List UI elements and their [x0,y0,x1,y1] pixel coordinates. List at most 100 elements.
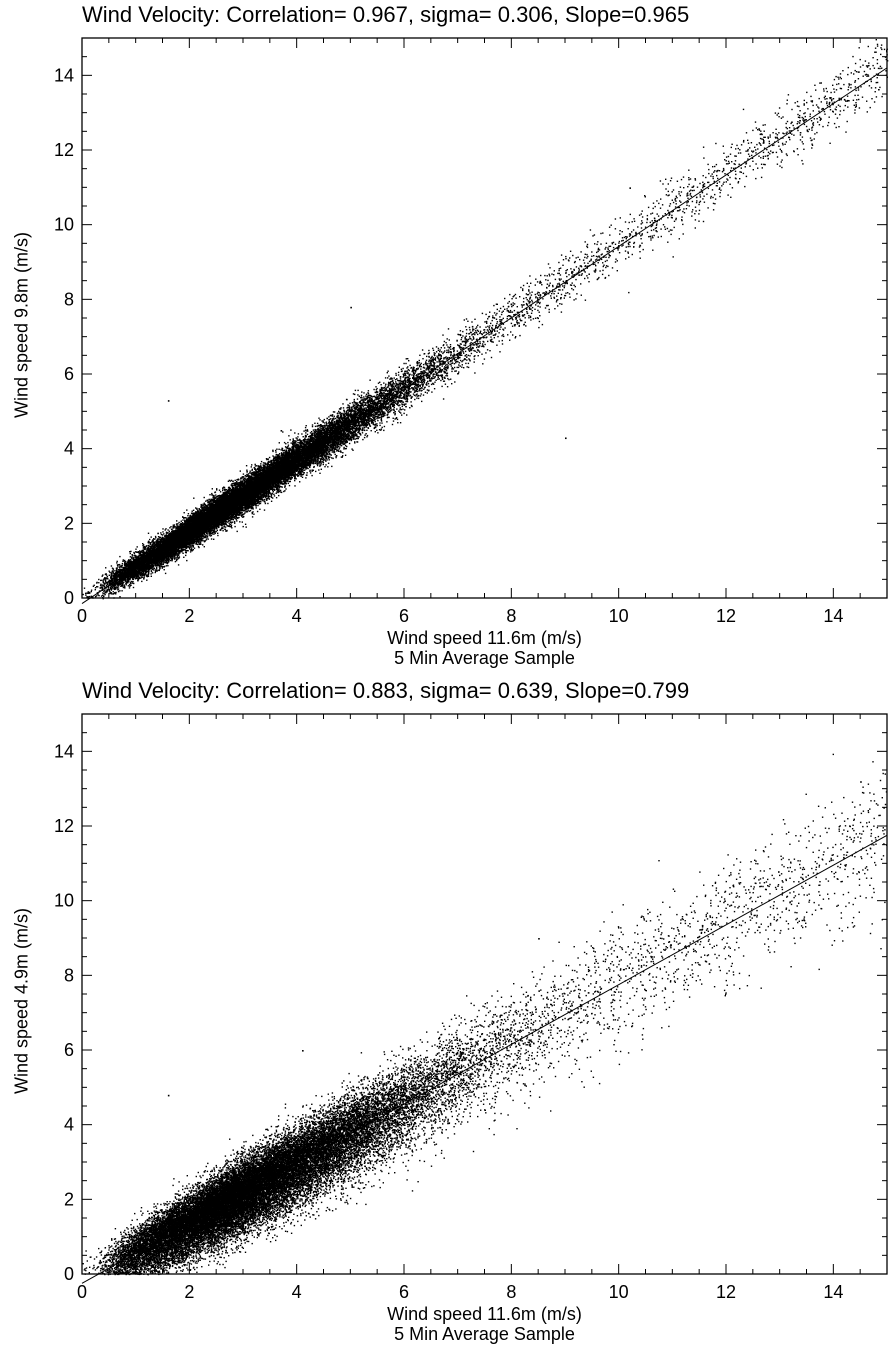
scatter-point [246,469,248,471]
scatter-point [333,449,335,451]
scatter-point [467,338,470,341]
scatter-point [415,370,417,373]
scatter-point [575,257,577,259]
scatter-point [404,392,406,394]
scatter-point [407,368,410,371]
scatter-point [111,567,114,569]
scatter-point [854,86,857,88]
scatter-point [342,443,344,446]
scatter-point [796,105,799,107]
scatter-point [658,202,660,205]
scatter-point [318,417,320,419]
scatter-point [441,369,444,371]
scatter-point [423,388,425,390]
scatter-point [406,395,408,398]
scatter-point [152,541,154,543]
scatter-point [88,592,90,594]
scatter-point [291,448,293,450]
scatter-point [406,376,409,378]
scatter-point [171,560,173,562]
scatter-point [691,215,693,217]
scatter-point [869,106,871,109]
scatter-point [656,230,658,233]
scatter-point [148,571,150,574]
scatter-point [94,596,97,598]
scatter-point [385,393,387,395]
scatter-point [395,374,397,376]
scatter-point [572,274,574,276]
scatter-point [165,565,168,567]
scatter-point [364,399,367,401]
scatter-point [737,182,739,184]
scatter-point [319,472,321,474]
scatter-point [681,219,683,222]
scatter-point [325,455,327,457]
scatter-point [300,473,303,475]
scatter-point [164,559,167,562]
scatter-point [847,86,850,88]
scatter-point [707,163,709,166]
scatter-point [112,571,114,573]
scatter-point [471,339,473,341]
scatter-point [299,450,301,452]
scatter-point [234,522,236,524]
scatter-point [867,75,870,77]
scatter-point [491,332,493,334]
scatter-point [354,432,356,434]
scatter-point [412,371,415,373]
scatter-point [400,368,403,370]
scatter-point [380,429,382,431]
scatter-point [521,306,523,308]
scatter-point [354,409,356,411]
scatter-point [112,572,114,574]
scatter-point [119,555,121,558]
scatter-point [233,484,235,486]
scatter-point [288,474,290,476]
scatter-point [128,578,131,580]
scatter-point [377,419,379,422]
scatter-point [400,400,402,402]
scatter-point [280,454,282,457]
scatter-point [358,408,360,410]
scatter-point [469,346,472,348]
scatter-point [594,268,597,270]
scatter-point [405,394,408,397]
scatter-point [671,211,673,213]
scatter-point [394,418,396,420]
scatter-point [451,367,453,369]
scatter-point [499,319,501,321]
scatter-point [512,302,514,304]
scatter-point [448,357,451,359]
scatter-point [329,427,331,429]
scatter-point [337,441,339,444]
scatter-point [494,334,496,336]
scatter-point [146,545,148,547]
scatter-point [835,109,837,111]
scatter-point [348,413,350,416]
scatter-point [132,571,134,573]
scatter-point [104,577,106,579]
scatter-point [504,297,506,300]
scatter-point [551,292,553,295]
scatter-point [725,163,728,165]
scatter-point [262,462,265,464]
scatter-point [297,473,299,475]
scatter-point [833,88,835,90]
scatter-point [122,560,124,562]
scatter-point [453,350,455,352]
scatter-point [319,454,321,456]
scatter-point [272,489,274,491]
scatter-point [618,247,620,249]
scatter-point [583,262,586,264]
scatter-point [164,529,166,531]
scatter-point [569,257,571,259]
scatter-point [311,474,313,477]
scatter-point [463,367,465,369]
scatter-point [840,99,842,101]
scatter-point [457,366,460,369]
scatter-point [525,325,527,327]
scatter-point [377,417,379,419]
scatter-point [210,501,212,504]
scatter-point [664,226,666,228]
scatter-point [479,330,482,332]
